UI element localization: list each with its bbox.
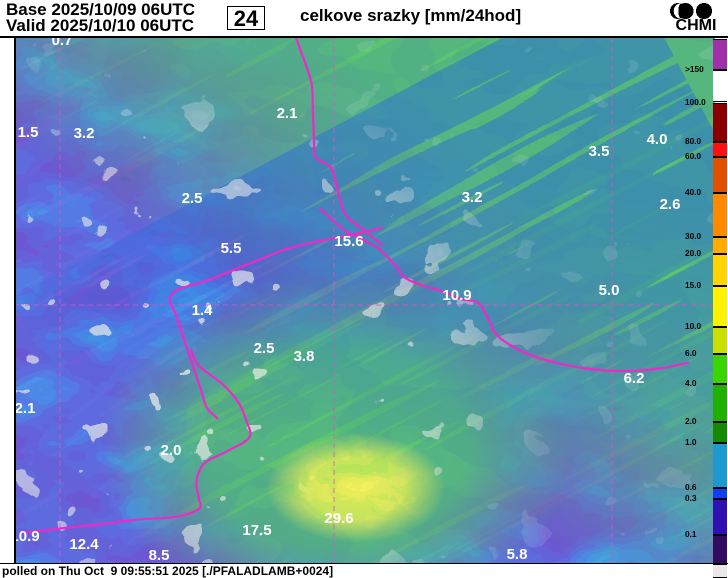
svg-text:3.5: 3.5 (589, 143, 610, 160)
svg-text:3.2: 3.2 (462, 189, 483, 206)
svg-text:8.5: 8.5 (149, 547, 170, 563)
svg-text:2.1: 2.1 (277, 105, 298, 122)
svg-text:2.1: 2.1 (16, 400, 35, 417)
svg-text:CHMI: CHMI (676, 17, 717, 32)
svg-text:2.5: 2.5 (182, 190, 203, 207)
svg-text:10.9: 10.9 (442, 287, 471, 304)
svg-text:29.6: 29.6 (324, 510, 353, 527)
svg-text:17.5: 17.5 (242, 522, 271, 539)
svg-text:1.5: 1.5 (18, 124, 39, 141)
svg-text:4.0: 4.0 (647, 131, 668, 148)
svg-text:15.6: 15.6 (334, 233, 363, 250)
svg-text:5.0: 5.0 (599, 282, 620, 299)
svg-text:2.0: 2.0 (161, 442, 182, 459)
svg-text:5.8: 5.8 (507, 546, 528, 563)
svg-text:3.2: 3.2 (74, 125, 95, 142)
svg-text:5.5: 5.5 (221, 240, 242, 257)
svg-text:2.6: 2.6 (660, 196, 681, 213)
svg-text:2.5: 2.5 (254, 340, 275, 357)
svg-text:12.4: 12.4 (69, 536, 99, 553)
svg-text:1.4: 1.4 (192, 302, 214, 319)
svg-text:3.8: 3.8 (294, 348, 315, 365)
svg-text:0.7: 0.7 (52, 38, 73, 49)
svg-text:6.2: 6.2 (624, 370, 645, 387)
svg-text:10.9: 10.9 (16, 528, 40, 545)
